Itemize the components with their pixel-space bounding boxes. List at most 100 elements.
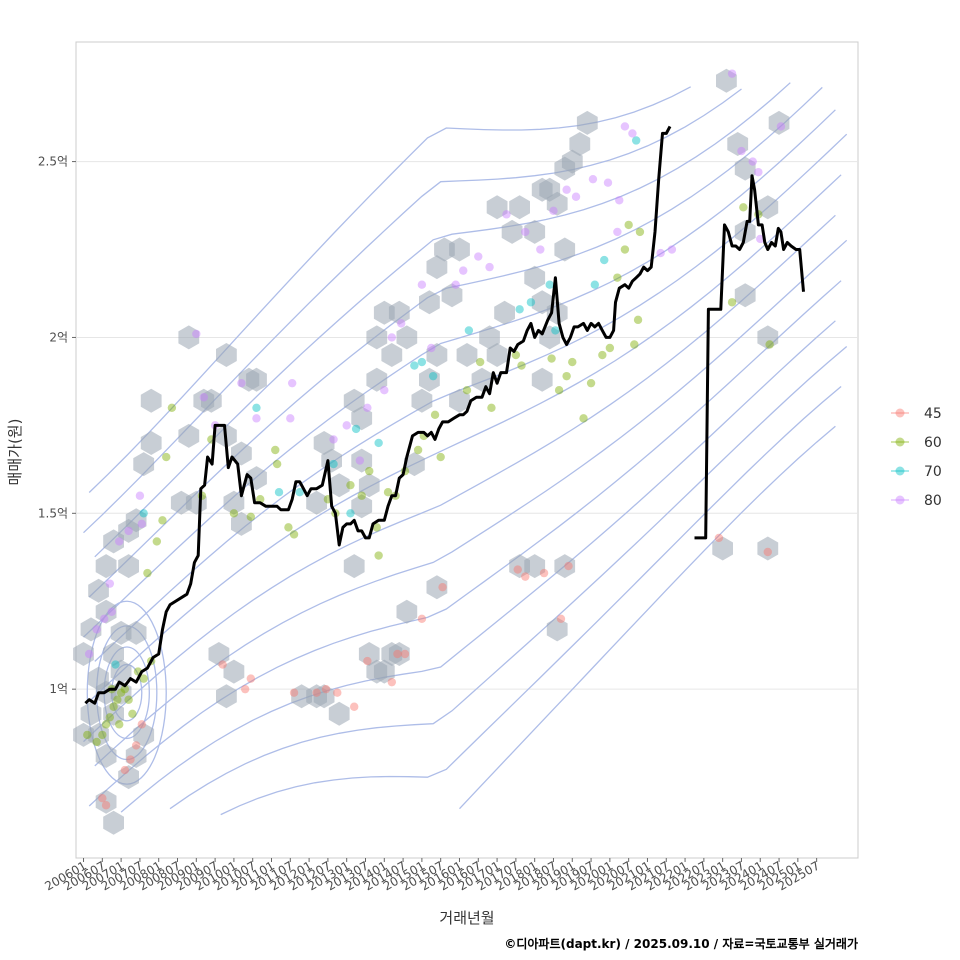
- scatter-point-70: [295, 488, 304, 497]
- hexbin-cell: [546, 191, 568, 216]
- hexbin-cell: [103, 810, 124, 835]
- y-tick-label: 1억: [49, 682, 68, 696]
- scatter-point-60: [579, 414, 588, 423]
- scatter-point-80: [199, 393, 209, 402]
- scatter-point-70: [329, 459, 338, 469]
- scatter-point-70: [515, 305, 524, 314]
- scatter-point-60: [487, 403, 496, 412]
- scatter-point-70: [551, 326, 560, 335]
- scatter-point-60: [372, 523, 381, 532]
- trend-line: [84, 125, 805, 705]
- hexbin-cell: [351, 406, 373, 431]
- hexbin-cell: [178, 325, 200, 350]
- scatter-point-80: [628, 129, 637, 138]
- hexbin-cell: [471, 367, 493, 392]
- hexbin-cell: [716, 68, 737, 93]
- scatter-point-80: [84, 649, 94, 659]
- hexbin-cell: [125, 744, 147, 768]
- scatter-point-60: [598, 350, 607, 360]
- hexbin-cell: [366, 367, 388, 392]
- density-contour: [83, 214, 836, 743]
- scatter-point-60: [143, 568, 152, 578]
- hexbin-cell: [381, 343, 403, 367]
- legend-label: 70: [924, 464, 942, 480]
- scatter-point-45: [131, 741, 141, 750]
- hexbin-cell: [768, 110, 790, 135]
- scatter-point-60: [765, 340, 774, 349]
- scatter-point-70: [526, 298, 536, 307]
- hexbin-cell: [456, 343, 478, 367]
- hexbin-cell: [223, 490, 245, 515]
- density-contour: [94, 82, 791, 558]
- hexbin-cell: [88, 722, 109, 747]
- hexbin-cell: [426, 255, 448, 280]
- hexbin-cell: [757, 325, 779, 350]
- scatter-point-60: [152, 537, 162, 546]
- scatter-point-60: [568, 357, 577, 367]
- scatter-point-70: [351, 424, 361, 434]
- scatter-point-80: [363, 403, 372, 412]
- scatter-point-70: [374, 438, 383, 448]
- hexbin-cell: [95, 744, 117, 768]
- scatter-point-45: [289, 688, 299, 697]
- density-contour: [220, 386, 842, 816]
- hexbin-cell: [569, 132, 591, 156]
- hexbin-cell: [351, 448, 373, 473]
- hexbin-cell: [133, 722, 155, 747]
- scatter-point-45: [312, 688, 321, 697]
- scatter-point-80: [124, 526, 133, 536]
- hexbin-cell: [351, 494, 373, 519]
- x-axis-title: 거래년월: [439, 909, 494, 927]
- hexbin-layer: [73, 68, 790, 835]
- scatter-point-60: [413, 445, 423, 455]
- density-contour: [120, 320, 836, 813]
- scatter-point-45: [417, 614, 427, 624]
- hexbin-cell: [208, 642, 230, 666]
- hexbin-cell: [103, 701, 124, 726]
- hexbin-cell: [531, 367, 553, 392]
- scatter-point-80: [737, 146, 746, 156]
- hexbin-cell: [231, 441, 252, 466]
- scatter-point-60: [124, 695, 133, 704]
- scatter-point-45: [564, 561, 573, 571]
- scatter-point-60: [605, 343, 615, 353]
- hexbin-cell: [426, 343, 448, 367]
- density-contour: [169, 346, 848, 810]
- scatter-point-60: [167, 403, 177, 412]
- scatter-point-80: [380, 386, 389, 395]
- scatter-point-60: [620, 245, 630, 254]
- hexbin-cell: [396, 325, 418, 350]
- hexbin-cell: [246, 367, 267, 392]
- hexbin-cell: [343, 554, 365, 579]
- hexbin-cell: [201, 388, 222, 413]
- scatter-point-80: [588, 174, 598, 184]
- scatter-point-80: [107, 607, 116, 616]
- scatter-point-80: [756, 234, 765, 244]
- scatter-point-80: [620, 122, 630, 131]
- scatter-point-45: [246, 674, 256, 683]
- scatter-point-80: [615, 196, 624, 205]
- scatter-point-80: [727, 69, 737, 78]
- scatter-point-80: [105, 579, 115, 588]
- scatter-point-60: [289, 530, 299, 539]
- hexbin-cell: [328, 701, 350, 726]
- scatter-point-60: [436, 452, 445, 462]
- scatter-point-80: [474, 252, 483, 261]
- hexbin-cell: [80, 701, 102, 726]
- scatter-point-60: [128, 709, 137, 718]
- scatter-point-45: [714, 533, 724, 543]
- scatter-point-60: [624, 220, 633, 230]
- scatter-point-60: [120, 684, 130, 694]
- scatter-point-80: [571, 192, 581, 201]
- hexbin-cell: [388, 300, 410, 325]
- hexbin-cell: [486, 195, 508, 220]
- legend-key-point: [895, 408, 905, 418]
- scatter-point-80: [417, 280, 427, 289]
- scatter-point-80: [536, 245, 545, 254]
- hexbin-cell: [95, 599, 117, 624]
- scatter-point-80: [397, 319, 406, 328]
- scatter-point-80: [387, 333, 397, 342]
- scatter-point-45: [556, 614, 566, 624]
- y-tick-label: 1.5억: [38, 506, 68, 520]
- hexbin-cell: [125, 620, 147, 645]
